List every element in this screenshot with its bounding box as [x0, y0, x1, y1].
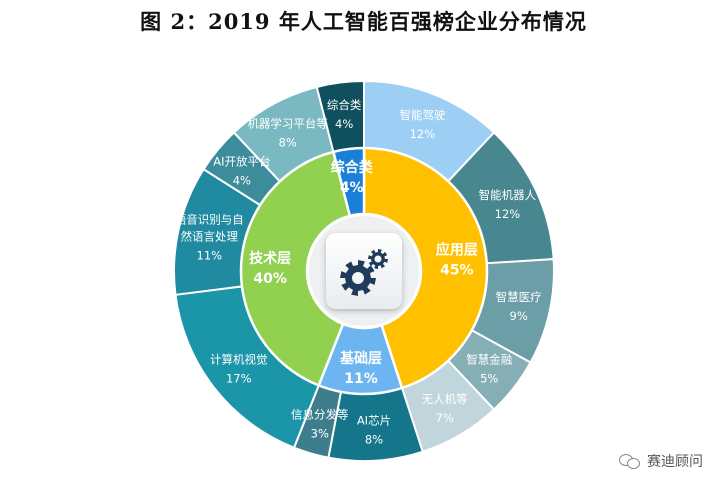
inner-value-0: 45%: [440, 262, 474, 278]
inner-ring: [239, 146, 489, 396]
chart-title: 图 2：2019 年人工智能百强榜企业分布情况: [140, 9, 587, 34]
outer-label-9: AI开放平台: [213, 154, 270, 168]
inner-slice-2: [239, 150, 352, 387]
watermark-text: 赛迪顾问: [647, 454, 703, 470]
outer-value-0: 12%: [410, 127, 436, 141]
chart-labels: 智能驾驶 12% 智能机器人 12% 智慧医疗 9% 智慧金融 5% 无人机等 7% AI芯片 8% 信…: [175, 98, 542, 446]
outer-label-5: AI芯片: [357, 414, 391, 428]
outer-value-8: 11%: [197, 248, 223, 262]
inner-label-2: 技术层: [249, 250, 291, 267]
outer-value-11: 4%: [335, 117, 353, 131]
inner-label-0: 应用层: [436, 241, 478, 258]
inner-slice-0: [362, 146, 489, 390]
outer-label-8: 语音识别与自然语言处理: [175, 212, 244, 243]
outer-label-1: 智能机器人: [479, 188, 537, 202]
outer-value-7: 17%: [226, 372, 252, 386]
watermark: 赛迪顾问: [619, 451, 703, 471]
inner-label-3: 综合类: [331, 159, 374, 176]
gear-small-icon: [368, 249, 388, 269]
outer-label-3: 智慧金融: [466, 353, 512, 367]
inner-value-1: 11%: [344, 371, 378, 387]
outer-ring: [173, 79, 555, 462]
inner-slice-3: [331, 146, 366, 218]
gear-large-icon: [340, 260, 376, 296]
outer-label-7: 计算机视觉: [210, 353, 268, 367]
wechat-icon: [619, 453, 641, 469]
outer-value-3: 5%: [480, 372, 498, 386]
outer-label-10: 机器学习平台等: [247, 117, 328, 131]
outer-label-11: 综合类: [327, 98, 362, 112]
outer-value-5: 8%: [365, 433, 383, 447]
outer-value-9: 4%: [233, 173, 251, 187]
inner-label-1: 基础层: [340, 350, 382, 367]
outer-label-2: 智慧医疗: [496, 290, 542, 304]
inner-value-2: 40%: [253, 271, 287, 287]
outer-label-0: 智能驾驶: [399, 108, 445, 122]
outer-value-1: 12%: [495, 207, 521, 221]
outer-value-4: 7%: [436, 411, 454, 425]
outer-value-2: 9%: [510, 309, 528, 323]
outer-label-6: 信息分发等: [291, 408, 349, 422]
outer-value-10: 8%: [279, 136, 297, 150]
center-hub: [309, 216, 419, 326]
outer-value-6: 3%: [311, 427, 329, 441]
inner-value-3: 4%: [340, 180, 364, 196]
outer-label-4: 无人机等: [422, 392, 468, 406]
